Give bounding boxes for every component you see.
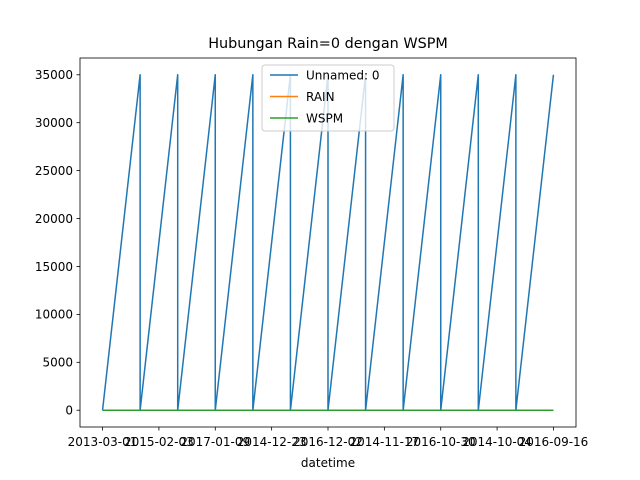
y-tick-label: 5000 <box>42 356 73 370</box>
x-axis-label: datetime <box>301 456 355 470</box>
x-tick-label: 2016-10-30 <box>406 435 476 449</box>
y-tick-label: 30000 <box>35 116 73 130</box>
x-tick-label: 2014-11-17 <box>349 435 419 449</box>
y-tick-label: 15000 <box>35 260 73 274</box>
legend-label: Unnamed: 0 <box>306 68 380 82</box>
x-axis: 2013-03-012015-02-032017-01-092014-12-23… <box>68 427 589 449</box>
legend-label: RAIN <box>306 90 335 104</box>
legend-box <box>261 64 395 132</box>
x-tick-label: 2016-12-02 <box>293 435 363 449</box>
x-tick-label: 2015-02-03 <box>124 435 194 449</box>
y-tick-label: 35000 <box>35 68 73 82</box>
legend-label: WSPM <box>306 111 343 125</box>
y-tick-label: 20000 <box>35 212 73 226</box>
x-tick-label: 2013-03-01 <box>68 435 138 449</box>
x-tick-label: 2017-01-09 <box>180 435 250 449</box>
legend: Unnamed: 0 RAIN WSPM <box>261 64 395 132</box>
y-tick-label: 0 <box>65 404 73 418</box>
plot-area <box>79 57 577 428</box>
x-tick-label: 2014-12-23 <box>237 435 307 449</box>
chart-title: Hubungan Rain=0 dengan WSPM <box>208 36 448 52</box>
x-tick-label: 2014-10-04 <box>462 435 532 449</box>
x-tick-label: 2016-09-16 <box>519 435 589 449</box>
y-axis: 0 5000 10000 15000 20000 25000 30000 35000 <box>35 68 80 418</box>
y-tick-label: 25000 <box>35 164 73 178</box>
y-tick-label: 10000 <box>35 308 73 322</box>
series-line-1 <box>101 74 555 411</box>
